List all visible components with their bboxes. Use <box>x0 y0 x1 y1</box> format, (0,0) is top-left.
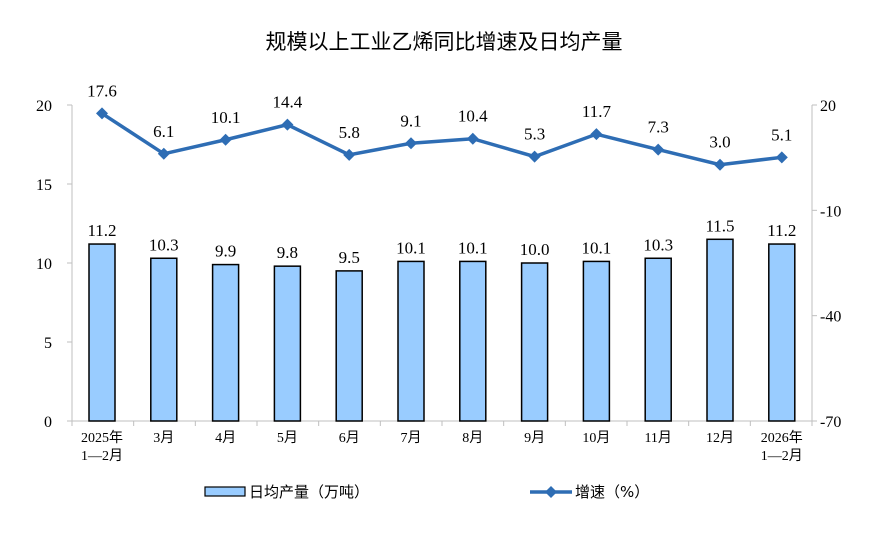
bar <box>150 257 178 422</box>
bar <box>768 243 796 422</box>
bar-label: 10.3 <box>643 235 673 254</box>
x-tick-label: 9月 <box>524 430 545 446</box>
right-tick-label: 20 <box>820 98 836 115</box>
bar <box>459 260 487 422</box>
bar-label: 10.3 <box>149 235 179 254</box>
line-label: 9.1 <box>400 111 421 130</box>
line-label: 5.3 <box>524 125 545 144</box>
left-tick-label: 10 <box>36 256 52 273</box>
line-point <box>714 158 726 171</box>
legend-line-marker <box>545 486 557 498</box>
legend-line-label: 增速（%） <box>575 483 649 501</box>
line-point <box>157 147 170 160</box>
x-tick-label: 7月 <box>401 430 422 446</box>
legend-bar-swatch <box>204 486 246 497</box>
bar-label: 11.5 <box>705 216 734 235</box>
x-tick-label: 3月 <box>153 430 174 446</box>
right-tick-label: -70 <box>820 414 841 431</box>
bar <box>335 270 363 422</box>
growth-line <box>101 111 783 167</box>
bar-label: 10.0 <box>520 240 550 259</box>
bar-label: 9.5 <box>339 248 360 267</box>
x-tick-label: 8月 <box>462 430 483 446</box>
line-point <box>343 148 356 161</box>
line-label: 14.4 <box>273 93 303 112</box>
line-label: 10.1 <box>211 108 241 127</box>
bar <box>211 263 240 422</box>
x-tick-label: 1—2月 <box>761 448 803 464</box>
bar <box>397 260 425 422</box>
line-label: 17.6 <box>87 81 117 100</box>
bar-label: 11.2 <box>767 221 796 240</box>
x-tick-label: 5月 <box>277 430 298 446</box>
line-point <box>405 137 417 150</box>
x-tick-label: 2025年 <box>81 430 123 446</box>
x-tick-label: 11月 <box>644 430 671 446</box>
line-label: 6.1 <box>153 122 174 141</box>
line-label: 7.3 <box>648 118 669 137</box>
x-tick-label: 12月 <box>706 430 734 446</box>
bar-label: 10.1 <box>458 238 488 257</box>
bar <box>582 260 611 422</box>
left-tick-label: 0 <box>44 414 52 431</box>
line-point <box>528 150 541 163</box>
line-point <box>466 132 479 145</box>
x-tick-label: 1—2月 <box>81 448 123 464</box>
line-point <box>96 107 108 120</box>
bar <box>88 243 116 422</box>
left-tick-label: 20 <box>36 98 52 115</box>
right-tick-label: -40 <box>820 309 841 326</box>
line-point <box>219 133 232 146</box>
left-tick-label: 15 <box>36 177 52 194</box>
bar <box>644 257 672 422</box>
chart-title: 规模以上工业乙烯同比增速及日均产量 <box>265 30 623 54</box>
line-label: 5.1 <box>771 125 792 144</box>
legend-bar-label: 日均产量（万吨） <box>249 483 369 501</box>
bar-label: 9.8 <box>277 243 298 262</box>
line-point <box>652 143 665 156</box>
line-label: 5.8 <box>339 123 360 142</box>
bar <box>273 265 302 422</box>
bar-label: 9.9 <box>215 242 236 261</box>
bar <box>706 238 734 422</box>
left-tick-label: 5 <box>44 335 52 352</box>
line-label: 3.0 <box>709 133 730 152</box>
x-tick-label: 10月 <box>582 430 610 446</box>
x-tick-label: 6月 <box>339 430 360 446</box>
bar-label: 10.1 <box>396 238 426 257</box>
right-tick-label: -10 <box>820 203 841 220</box>
line-point <box>281 118 294 131</box>
line-point <box>775 151 788 164</box>
line-point <box>590 128 603 141</box>
bar <box>520 262 549 422</box>
line-label: 11.7 <box>582 102 612 121</box>
bar-label: 11.2 <box>87 221 116 240</box>
x-tick-label: 2026年 <box>761 430 803 446</box>
line-label: 10.4 <box>458 107 488 126</box>
bar-label: 10.1 <box>582 238 612 257</box>
x-tick-label: 4月 <box>215 430 236 446</box>
